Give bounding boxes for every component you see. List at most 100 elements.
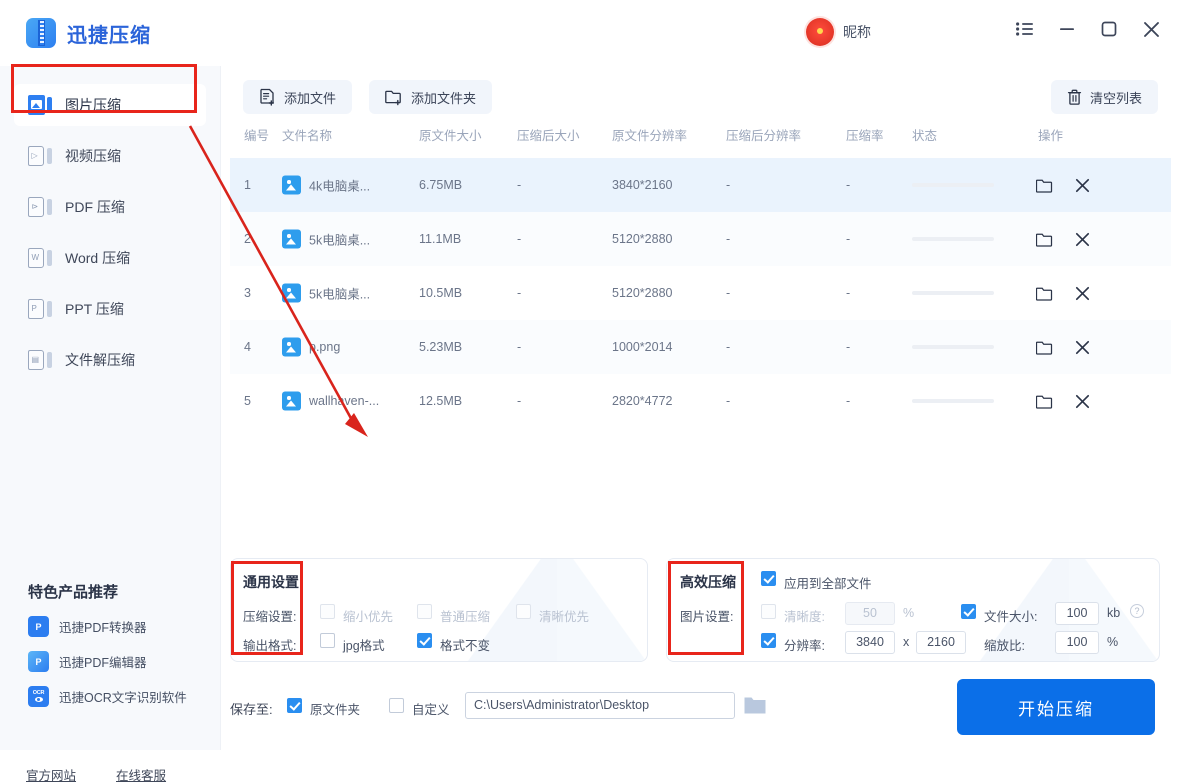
help-icon[interactable]: ? bbox=[1130, 604, 1144, 618]
status-progress-bar bbox=[912, 237, 994, 241]
normal-compress-label: 普通压缩 bbox=[440, 610, 491, 624]
minimize-icon[interactable] bbox=[1056, 18, 1078, 40]
cell-file-name: 5k电脑桌... bbox=[309, 233, 371, 248]
list-menu-icon[interactable] bbox=[1014, 18, 1036, 40]
open-folder-icon[interactable] bbox=[1035, 392, 1053, 410]
promo-item-pdf-converter[interactable]: P 迅捷PDF转换器 bbox=[28, 616, 221, 637]
cell-ratio: - bbox=[846, 232, 851, 246]
promo-item-ocr[interactable]: OCR 迅捷OCR文字识别软件 bbox=[28, 686, 221, 707]
user-account-area[interactable]: 昵称 bbox=[806, 18, 871, 46]
online-support-link[interactable]: 在线客服 bbox=[116, 769, 167, 783]
video-compress-icon: ▷ bbox=[28, 144, 52, 168]
checkbox-custom-folder[interactable] bbox=[389, 698, 404, 713]
title-bar: 迅捷压缩 昵称 bbox=[0, 0, 1180, 66]
output-format-label: 输出格式: bbox=[243, 639, 297, 653]
word-compress-icon: W bbox=[28, 246, 52, 270]
file-list-card: 添加文件 添加文件夹 清空列表 bbox=[221, 66, 1180, 548]
checkbox-clarity[interactable] bbox=[761, 604, 776, 619]
checkbox-resolution[interactable] bbox=[761, 633, 776, 648]
image-file-icon bbox=[282, 337, 301, 357]
checkbox-clarity-priority[interactable] bbox=[516, 604, 531, 619]
open-folder-icon[interactable] bbox=[1035, 338, 1053, 356]
status-progress-bar bbox=[912, 291, 994, 295]
checkbox-original-folder[interactable] bbox=[287, 698, 302, 713]
promo-item-label: 迅捷PDF转换器 bbox=[59, 621, 147, 635]
remove-x-icon[interactable] bbox=[1073, 176, 1091, 194]
open-folder-icon[interactable] bbox=[1035, 230, 1053, 248]
checkbox-size-priority[interactable] bbox=[320, 604, 335, 619]
remove-x-icon[interactable] bbox=[1073, 338, 1091, 356]
cell-actions bbox=[1035, 230, 1091, 248]
sidebar-item-image-compress[interactable]: 图片压缩 bbox=[14, 84, 206, 126]
remove-x-icon[interactable] bbox=[1073, 284, 1091, 302]
close-icon[interactable] bbox=[1140, 18, 1162, 40]
add-file-icon bbox=[260, 88, 274, 106]
sidebar-item-label: 图片压缩 bbox=[65, 97, 121, 113]
status-progress-bar bbox=[912, 399, 994, 403]
maximize-icon[interactable] bbox=[1098, 18, 1120, 40]
clarity-priority-label: 清晰优先 bbox=[539, 610, 590, 624]
user-nickname[interactable]: 昵称 bbox=[843, 24, 871, 40]
checkbox-keep-format[interactable] bbox=[417, 633, 432, 648]
checkbox-jpg-format[interactable] bbox=[320, 633, 335, 648]
sidebar-item-ppt-compress[interactable]: P PPT 压缩 bbox=[14, 288, 206, 330]
checkbox-normal-compress[interactable] bbox=[417, 604, 432, 619]
save-path-input[interactable]: C:\Users\Administrator\Desktop bbox=[465, 692, 735, 719]
clarity-input[interactable]: 50 bbox=[845, 602, 895, 625]
clear-list-button[interactable]: 清空列表 bbox=[1050, 80, 1158, 114]
browse-folder-icon[interactable] bbox=[743, 694, 767, 716]
table-row[interactable]: 2 5k电脑桌... 11.1MB - 5120*2880 - - bbox=[230, 212, 1171, 266]
cell-file-name: 4k电脑桌... bbox=[309, 179, 371, 194]
scale-input[interactable]: 100 bbox=[1055, 631, 1099, 654]
open-folder-icon[interactable] bbox=[1035, 176, 1053, 194]
cell-index: 5 bbox=[244, 394, 251, 408]
size-priority-label: 缩小优先 bbox=[343, 610, 394, 624]
cell-index: 2 bbox=[244, 232, 251, 246]
table-row[interactable]: 3 5k电脑桌... 10.5MB - 5120*2880 - - bbox=[230, 266, 1171, 320]
add-file-button[interactable]: 添加文件 bbox=[243, 80, 353, 114]
avatar-icon[interactable] bbox=[806, 18, 834, 46]
cell-comp-size: - bbox=[517, 286, 522, 300]
pdf-compress-icon: ⊳ bbox=[28, 195, 52, 219]
sidebar-item-pdf-compress[interactable]: ⊳ PDF 压缩 bbox=[14, 186, 206, 228]
save-to-label: 保存至: bbox=[230, 702, 273, 717]
cell-comp-res: - bbox=[726, 340, 731, 354]
sidebar-item-label: PDF 压缩 bbox=[65, 199, 125, 215]
image-settings-label: 图片设置: bbox=[680, 610, 734, 624]
cell-orig-res: 3840*2160 bbox=[612, 178, 673, 192]
table-row[interactable]: 1 4k电脑桌... 6.75MB - 3840*2160 - - bbox=[230, 158, 1171, 212]
add-file-label: 添加文件 bbox=[284, 90, 337, 106]
sidebar-item-word-compress[interactable]: W Word 压缩 bbox=[14, 237, 206, 279]
cell-orig-size: 10.5MB bbox=[419, 286, 463, 300]
checkbox-apply-all[interactable] bbox=[761, 571, 776, 586]
sidebar-item-archive[interactable]: ▤ 文件解压缩 bbox=[14, 339, 206, 381]
cell-orig-size: 12.5MB bbox=[419, 394, 463, 408]
th-name: 文件名称 bbox=[282, 129, 333, 143]
remove-x-icon[interactable] bbox=[1073, 230, 1091, 248]
cell-orig-size: 6.75MB bbox=[419, 178, 463, 192]
promo-item-pdf-editor[interactable]: P 迅捷PDF编辑器 bbox=[28, 651, 221, 672]
remove-x-icon[interactable] bbox=[1073, 392, 1091, 410]
resolution-height-input[interactable]: 2160 bbox=[916, 631, 966, 654]
official-website-link[interactable]: 官方网站 bbox=[26, 769, 77, 783]
image-file-icon bbox=[282, 391, 301, 411]
add-folder-button[interactable]: 添加文件夹 bbox=[369, 80, 493, 114]
resolution-label: 分辨率: bbox=[784, 639, 825, 653]
file-size-input[interactable]: 100 bbox=[1055, 602, 1099, 625]
sidebar-item-video-compress[interactable]: ▷ 视频压缩 bbox=[14, 135, 206, 177]
cell-comp-res: - bbox=[726, 394, 731, 408]
open-folder-icon[interactable] bbox=[1035, 284, 1053, 302]
table-row[interactable]: 5 wallhaven-... 12.5MB - 2820*4772 - - bbox=[230, 374, 1171, 428]
cell-comp-size: - bbox=[517, 394, 522, 408]
cell-orig-res: 1000*2014 bbox=[612, 340, 673, 354]
start-compress-button[interactable]: 开始压缩 bbox=[957, 679, 1155, 735]
resolution-width-input[interactable]: 3840 bbox=[845, 631, 895, 654]
bottom-bar: 保存至: 原文件夹 自定义 C:\Users\Administrator\Des… bbox=[221, 672, 1180, 750]
archive-icon: ▤ bbox=[28, 348, 52, 372]
image-file-icon bbox=[282, 283, 301, 303]
ocr-icon: OCR bbox=[28, 686, 49, 707]
status-progress-bar bbox=[912, 183, 994, 187]
table-row[interactable]: 4 p.png 5.23MB - 1000*2014 - - bbox=[230, 320, 1171, 374]
checkbox-file-size[interactable] bbox=[961, 604, 976, 619]
th-comp-size: 压缩后大小 bbox=[517, 129, 580, 143]
